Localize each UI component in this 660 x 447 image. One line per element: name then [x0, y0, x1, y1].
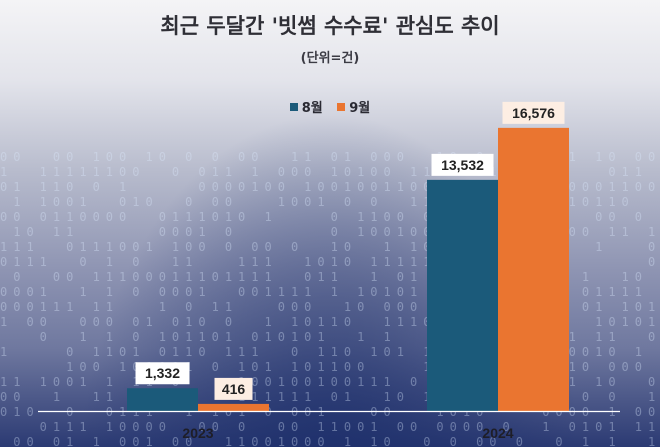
data-label-box-2024-series-1	[502, 101, 565, 124]
data-label-2023-series-1: 416	[222, 381, 246, 397]
bar-2023-series-1	[198, 403, 269, 411]
legend-item-series-0: 8월	[289, 97, 323, 116]
data-label-2024-series-0: 13,532	[441, 157, 484, 173]
data-label-box-2023-series-0	[135, 362, 190, 385]
legend-label-series-1: 9월	[349, 101, 371, 116]
category-label-2023: 2023	[182, 425, 213, 441]
bar-2023-series-0	[127, 388, 198, 411]
data-label-box-2024-series-0	[431, 153, 494, 176]
category-label-2024: 2024	[482, 425, 513, 441]
legend-item-series-1: 9월	[337, 97, 370, 116]
chart-unit-subtitle: (단위=건)	[300, 51, 360, 66]
bar-2024-series-1	[498, 127, 569, 411]
chart-legend: 8월 9월	[0, 97, 660, 116]
legend-swatch-series-0	[289, 103, 298, 111]
bar-2024-series-0	[427, 179, 498, 411]
legend-swatch-series-1	[337, 103, 346, 111]
legend-label-series-0: 8월	[301, 101, 323, 116]
chart-title: 최근 두달간 '빗썸 수수료' 관심도 추이	[160, 14, 500, 38]
data-label-2023-series-0: 1,332	[145, 365, 180, 381]
data-label-2024-series-1: 16,576	[512, 105, 555, 121]
data-label-box-2023-series-1	[214, 377, 253, 400]
